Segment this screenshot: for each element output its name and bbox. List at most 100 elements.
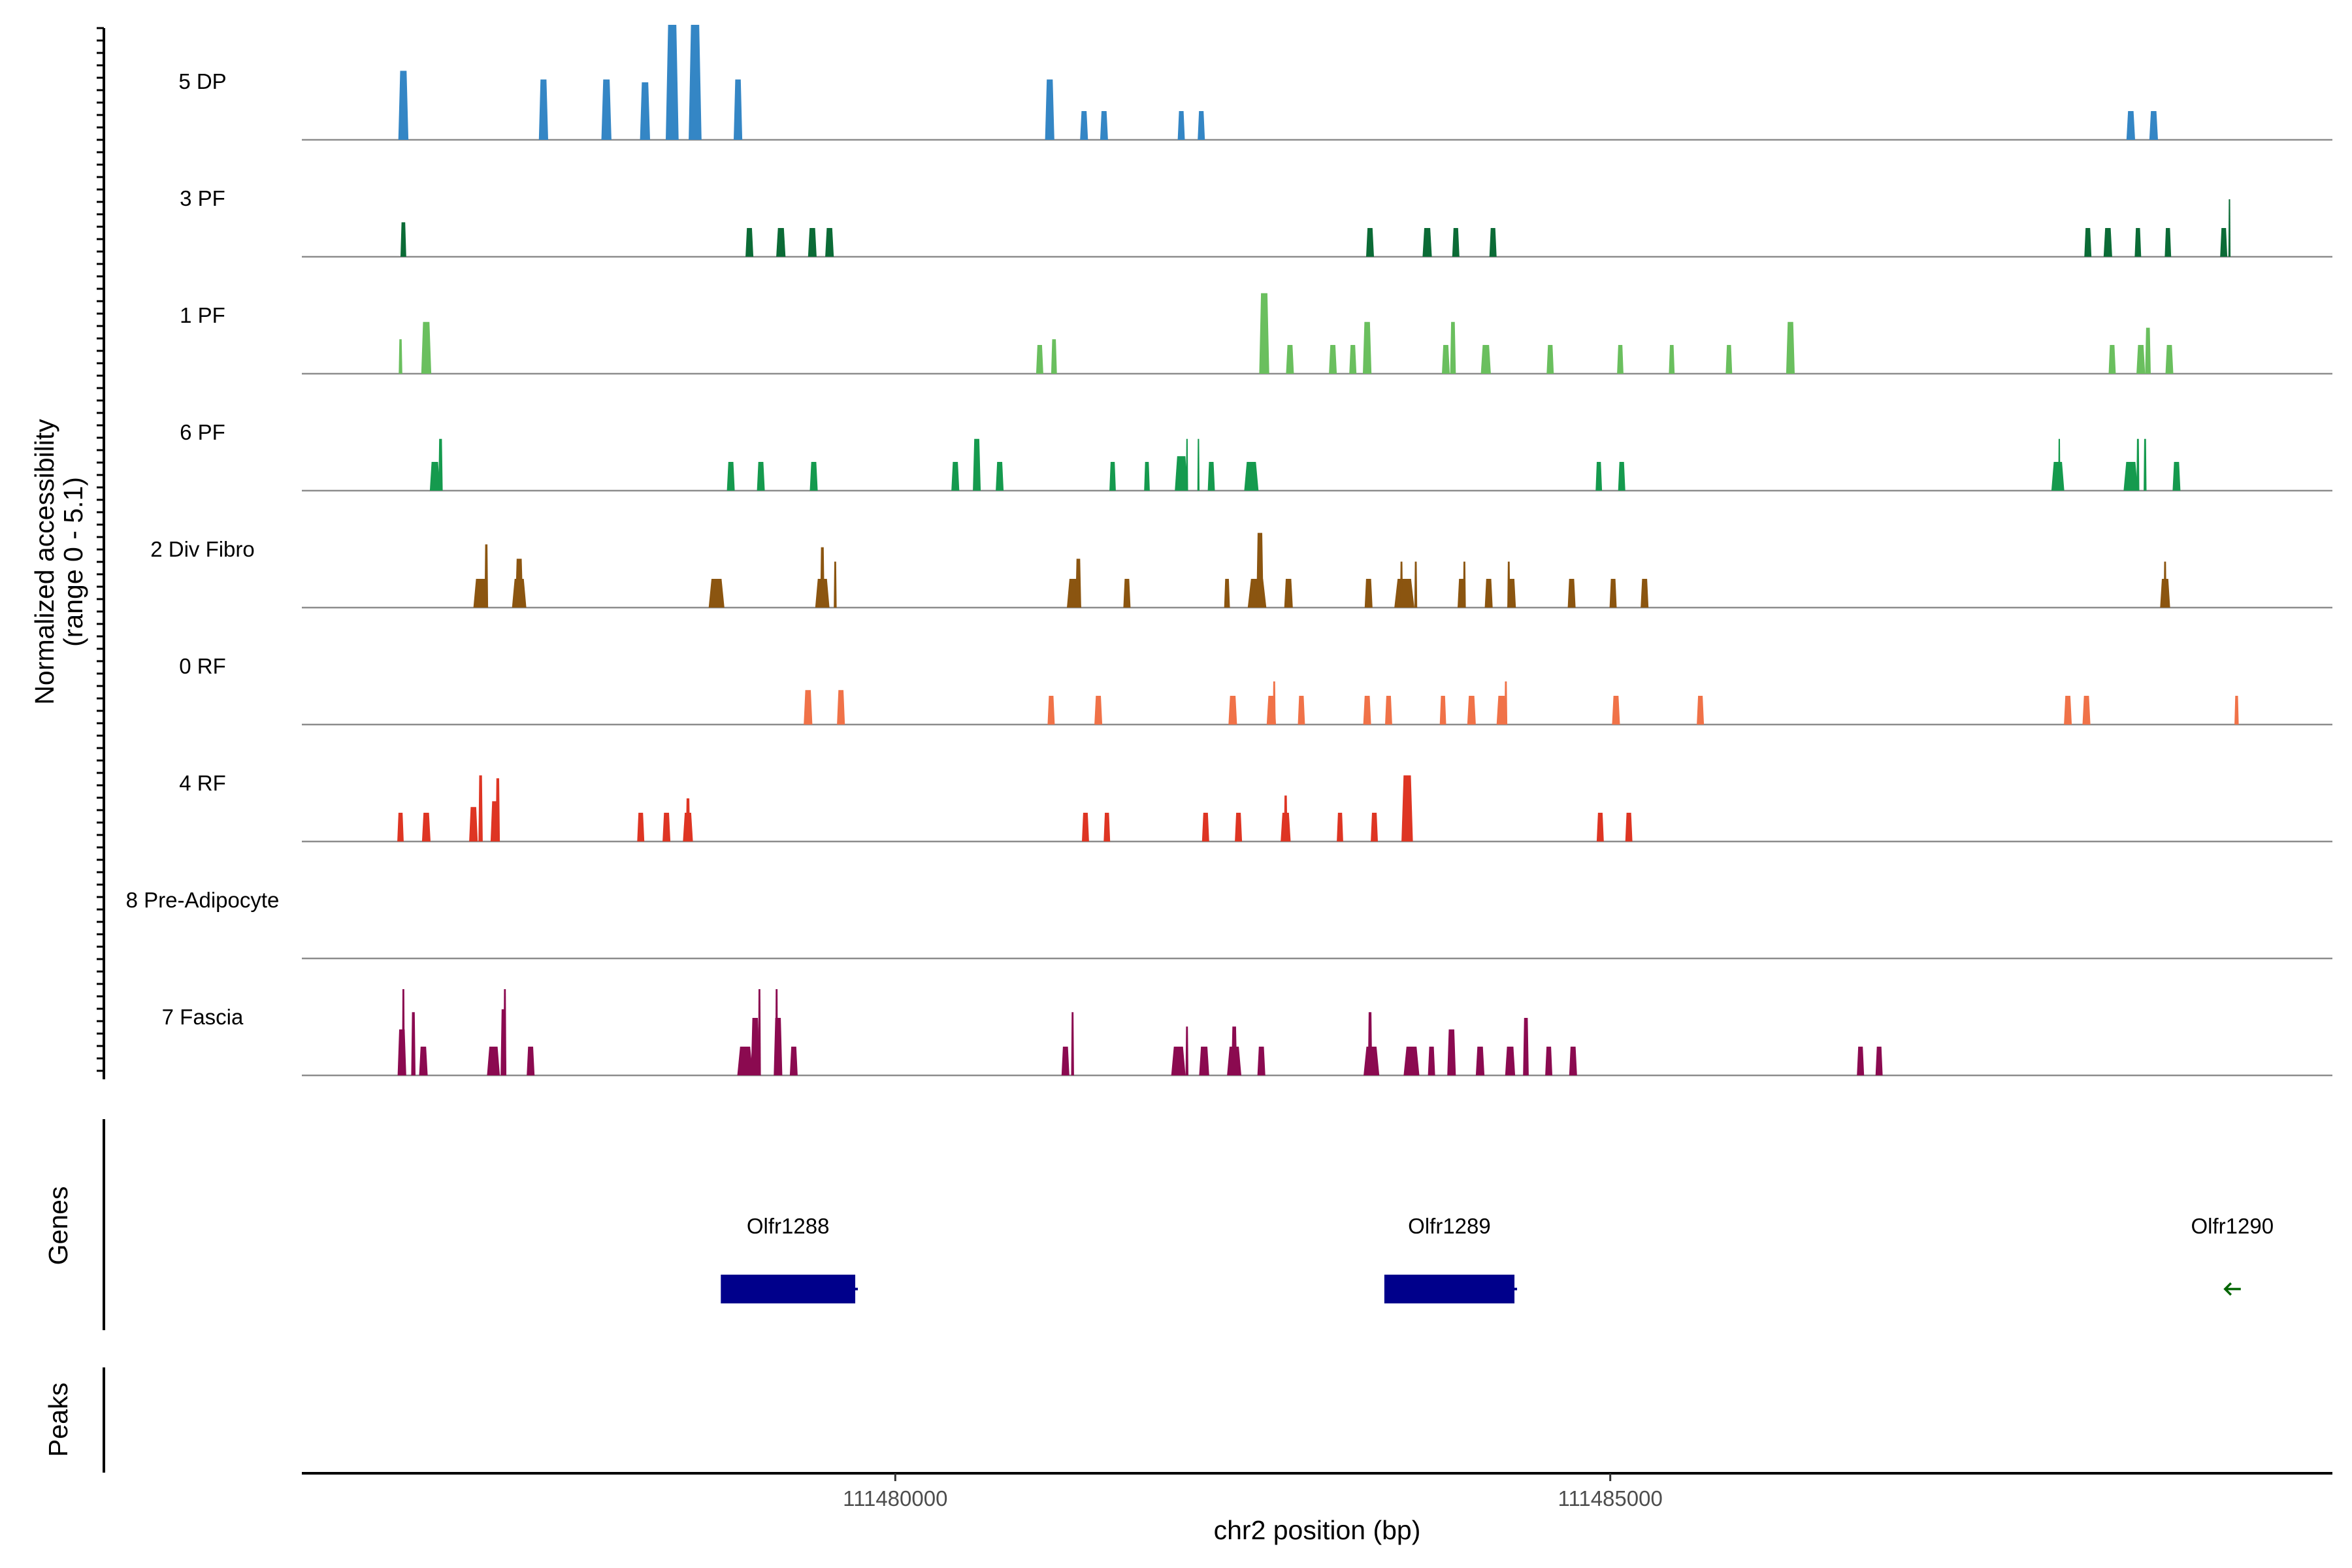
coverage-peak — [2164, 228, 2172, 257]
coverage-peak — [2144, 438, 2147, 491]
coverage-peak — [1609, 579, 1617, 608]
coverage-peak — [2172, 462, 2181, 491]
coverage-peak — [411, 1012, 416, 1075]
coverage-peak — [1284, 795, 1288, 841]
coverage-peak — [809, 462, 818, 491]
coverage-peak — [421, 813, 431, 841]
coverage-peak — [2051, 462, 2065, 491]
coverage-peak — [2064, 696, 2072, 725]
coverage-peak — [1546, 345, 1554, 374]
gene-track: Genes Olfr1288 Olfr1289 Olfr1290 — [43, 1119, 2274, 1330]
coverage-peak — [495, 778, 500, 841]
coverage-peak — [640, 82, 650, 140]
coverage-peak — [1175, 456, 1188, 491]
coverage-peak — [837, 690, 845, 725]
coverage-peak — [1123, 579, 1131, 608]
coverage-peak — [666, 25, 679, 140]
coverage-peak — [478, 775, 483, 841]
coverage-peak — [1489, 228, 1497, 257]
coverage-peak — [751, 1018, 760, 1075]
coverage-peak — [1235, 813, 1243, 841]
track-5-dp: 5 DP — [178, 25, 2332, 141]
coverage-peak — [1507, 561, 1511, 608]
track-3-pf: 3 PF — [180, 186, 2332, 258]
coverage-peak — [1414, 561, 1418, 608]
coverage-peak — [1857, 1047, 1865, 1075]
coverage-peak — [429, 462, 440, 491]
coverage-peak — [745, 228, 754, 257]
coverage-peak — [1567, 579, 1576, 608]
coverage-peak — [1439, 696, 1446, 725]
coverage-peak — [2084, 228, 2092, 257]
coverage-peak — [1596, 813, 1604, 841]
coverage-peak — [2165, 345, 2174, 374]
coverage-peak — [1256, 532, 1264, 608]
coverage-peak — [399, 339, 402, 374]
coverage-peak — [2234, 696, 2239, 725]
coverage-peak — [1450, 321, 1456, 374]
gene-strand-arrowhead — [2223, 1282, 2232, 1296]
coverage-peak — [685, 798, 691, 841]
coverage-peak — [1463, 561, 1466, 608]
coverage-peak — [1363, 321, 1372, 374]
track-label: 6 PF — [180, 420, 225, 444]
x-axis-tick-label: 111485000 — [1558, 1486, 1663, 1511]
coverage-peak — [1786, 321, 1795, 374]
coverage-peak — [1257, 1047, 1266, 1075]
coverage-peak — [1625, 813, 1633, 841]
coverage-peak — [1051, 339, 1057, 374]
gene-label: Olfr1289 — [1408, 1214, 1491, 1238]
track-label: 1 PF — [180, 303, 225, 327]
coverage-peak — [1641, 579, 1649, 608]
coverage-peak — [776, 228, 786, 257]
coverage-peak — [774, 1018, 783, 1075]
coverage-tracks: 5 DP 3 PF 1 PF 6 PF 2 Div Fibro 0 RF 4 RF 8 Pre… — [97, 25, 2332, 1079]
x-axis-tick-label: 111480000 — [843, 1486, 947, 1511]
coverage-peak — [538, 79, 548, 140]
coverage-peak — [1452, 228, 1460, 257]
coverage-peak — [825, 228, 834, 257]
track-4-rf: 4 RF — [179, 771, 2332, 843]
coverage-peak — [1475, 1047, 1485, 1075]
coverage-peak — [1259, 293, 1269, 374]
gene-label: Olfr1290 — [2191, 1214, 2274, 1238]
coverage-peak — [2058, 438, 2061, 491]
coverage-peak — [473, 579, 488, 608]
coverage-peak — [708, 579, 725, 608]
gene-olfr1288: Olfr1288 — [721, 1214, 858, 1303]
coverage-peak — [996, 462, 1004, 491]
track-label: 5 DP — [178, 69, 226, 93]
coverage-peak — [1428, 1047, 1435, 1075]
coverage-peak — [397, 813, 404, 841]
coverage-peak — [820, 547, 825, 608]
coverage-peak — [1061, 1047, 1070, 1075]
coverage-peak — [1617, 345, 1624, 374]
coverage-peak — [1286, 345, 1294, 374]
coverage-peak — [737, 1047, 753, 1075]
coverage-peak — [1109, 462, 1116, 491]
coverage-peak — [637, 813, 645, 841]
coverage-peak — [1371, 813, 1378, 841]
coverage-peak — [1401, 775, 1413, 841]
coverage-peak — [1284, 579, 1293, 608]
coverage-peak — [2134, 228, 2142, 257]
coverage-peak — [804, 690, 813, 725]
coverage-peak — [2103, 228, 2112, 257]
coverage-peak — [397, 1029, 406, 1075]
coverage-peak — [1618, 462, 1625, 491]
coverage-peak — [1399, 561, 1403, 608]
coverage-peak — [1612, 696, 1620, 725]
coverage-peak — [1171, 1047, 1186, 1075]
coverage-peak — [2126, 111, 2135, 140]
gene-body — [721, 1275, 856, 1303]
coverage-peak — [1669, 345, 1675, 374]
coverage-peak — [775, 989, 778, 1075]
track-2-div-fibro: 2 Div Fibro — [150, 532, 2332, 609]
coverage-peak — [1337, 813, 1343, 841]
coverage-peak — [1185, 1026, 1188, 1075]
coverage-peak — [1697, 696, 1705, 725]
coverage-peak — [601, 79, 612, 140]
coverage-peak — [1480, 345, 1491, 374]
y-axis-range: (range 0 - 5.1) — [58, 477, 88, 647]
coverage-peak — [1496, 696, 1507, 725]
